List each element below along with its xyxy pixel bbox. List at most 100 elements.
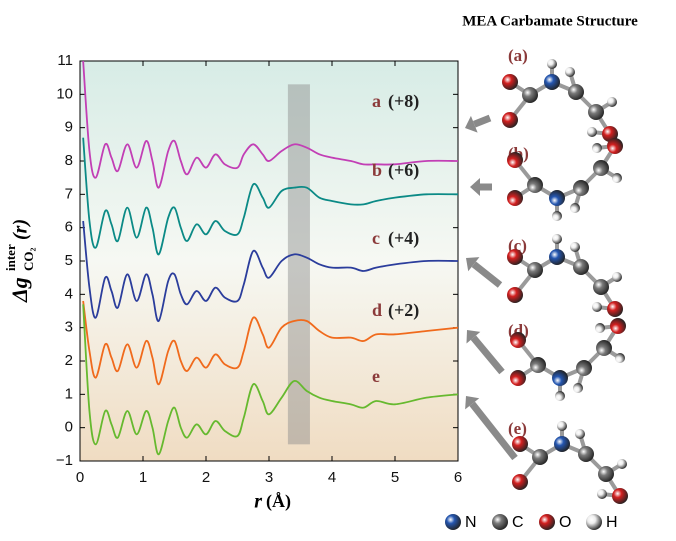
atom — [593, 160, 609, 176]
atom — [607, 138, 623, 154]
series-label: d — [372, 300, 382, 320]
x-tick-label: 5 — [391, 469, 399, 486]
legend-swatch — [586, 514, 602, 530]
atom — [544, 74, 560, 90]
atom — [549, 249, 565, 265]
legend-label: O — [559, 514, 571, 531]
atom — [502, 74, 518, 90]
y-tick-label: 10 — [56, 85, 73, 102]
y-label: Δg inter CO₂ (r) — [3, 219, 36, 303]
atom — [552, 234, 562, 244]
series-label: b — [372, 160, 382, 180]
atom — [547, 59, 557, 69]
arrow-shaft — [474, 118, 490, 124]
atom — [530, 357, 546, 373]
y-tick-label: 11 — [57, 52, 73, 69]
atom — [573, 180, 589, 196]
atom — [568, 84, 584, 100]
legend-swatch — [539, 514, 555, 530]
x-tick-label: 6 — [454, 469, 462, 486]
atom — [576, 360, 592, 376]
atom — [510, 332, 526, 348]
x-label-unit: (Å) — [266, 491, 291, 512]
y-tick-label: 2 — [65, 352, 73, 369]
series-offset: (+2) — [388, 300, 419, 321]
atom — [610, 318, 626, 334]
legend-label: N — [465, 514, 477, 531]
atom — [507, 190, 523, 206]
atom — [507, 152, 523, 168]
y-tick-label: 9 — [65, 119, 73, 136]
x-tick-label: 1 — [139, 469, 147, 486]
atom — [573, 259, 589, 275]
molecule — [512, 421, 628, 504]
atom — [507, 249, 523, 265]
series-label: e — [372, 366, 380, 386]
atom — [532, 449, 548, 465]
atom — [612, 272, 622, 282]
atom — [607, 97, 617, 107]
atom — [593, 279, 609, 295]
y-tick-label: −1 — [56, 452, 73, 469]
atom — [615, 353, 625, 363]
y-tick-label: 5 — [65, 252, 73, 269]
atom — [592, 143, 602, 153]
y-tick-label: 4 — [65, 285, 73, 302]
legend-label: C — [512, 514, 524, 531]
series-offset: (+6) — [388, 160, 419, 181]
y-label-arg: (r) — [10, 219, 32, 240]
atom — [570, 203, 580, 213]
atom — [592, 302, 602, 312]
legend-swatch — [492, 514, 508, 530]
atom — [552, 370, 568, 386]
x-tick-label: 0 — [76, 469, 84, 486]
atom — [565, 67, 575, 77]
y-tick-label: 8 — [65, 152, 73, 169]
atom — [598, 466, 614, 482]
atom — [507, 287, 523, 303]
atom — [612, 173, 622, 183]
atom — [527, 177, 543, 193]
atom — [557, 421, 567, 431]
atom — [578, 446, 594, 462]
atom — [502, 112, 518, 128]
y-label-sub: CO₂ — [21, 248, 36, 272]
atom — [595, 323, 605, 333]
series-offset: (+4) — [388, 228, 419, 249]
chart: MEA Carbamate Structure Δg inter CO₂ (r)… — [0, 0, 676, 541]
atom — [607, 301, 623, 317]
y-tick-label: 6 — [65, 219, 73, 236]
atom — [588, 104, 604, 120]
atom — [512, 474, 528, 490]
atom — [575, 429, 585, 439]
atom — [555, 391, 565, 401]
structure-label: (e) — [508, 419, 527, 438]
atom — [612, 488, 628, 504]
atom — [527, 262, 543, 278]
y-tick-label: 3 — [65, 319, 73, 336]
y-label-main: Δg — [7, 277, 32, 303]
atom — [549, 190, 565, 206]
series-label: a — [372, 91, 381, 111]
atom — [552, 211, 562, 221]
x-label-var: r — [254, 491, 262, 513]
atom — [617, 459, 627, 469]
y-tick-label: 0 — [65, 419, 73, 436]
atom — [587, 127, 597, 137]
side-title: MEA Carbamate Structure — [462, 13, 638, 29]
atom — [596, 340, 612, 356]
atom — [570, 242, 580, 252]
x-tick-label: 3 — [265, 469, 273, 486]
arrow-shaft — [474, 264, 500, 285]
atom — [512, 436, 528, 452]
atom — [573, 383, 583, 393]
legend-label: H — [606, 514, 618, 531]
atom — [510, 370, 526, 386]
series-offset: (+8) — [388, 91, 419, 112]
x-tick-label: 2 — [202, 469, 210, 486]
structure-label: (a) — [508, 46, 528, 65]
atom — [554, 436, 570, 452]
plot-area — [80, 61, 458, 461]
y-tick-label: 1 — [65, 385, 73, 402]
molecule — [502, 59, 618, 142]
